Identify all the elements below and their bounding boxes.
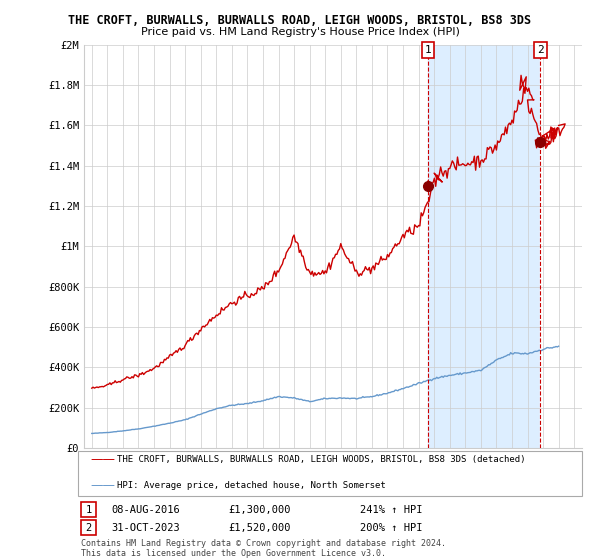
Text: 2: 2 [537, 45, 544, 55]
Text: 241% ↑ HPI: 241% ↑ HPI [360, 505, 422, 515]
Text: 31-OCT-2023: 31-OCT-2023 [111, 522, 180, 533]
Text: £1,520,000: £1,520,000 [228, 522, 290, 533]
Bar [541, 45, 582, 448]
Text: HPI: Average price, detached house, North Somerset: HPI: Average price, detached house, Nort… [117, 481, 386, 490]
Text: THE CROFT, BURWALLS, BURWALLS ROAD, LEIGH WOODS, BRISTOL, BS8 3DS (detached): THE CROFT, BURWALLS, BURWALLS ROAD, LEIG… [117, 455, 526, 464]
Text: THE CROFT, BURWALLS, BURWALLS ROAD, LEIGH WOODS, BRISTOL, BS8 3DS: THE CROFT, BURWALLS, BURWALLS ROAD, LEIG… [68, 14, 532, 27]
Text: 200% ↑ HPI: 200% ↑ HPI [360, 522, 422, 533]
Bar [428, 45, 541, 448]
Text: This data is licensed under the Open Government Licence v3.0.: This data is licensed under the Open Gov… [81, 549, 386, 558]
Text: Contains HM Land Registry data © Crown copyright and database right 2024.: Contains HM Land Registry data © Crown c… [81, 539, 446, 548]
Text: ——: —— [90, 452, 115, 466]
Text: Price paid vs. HM Land Registry's House Price Index (HPI): Price paid vs. HM Land Registry's House … [140, 27, 460, 37]
Text: ——: —— [90, 479, 115, 492]
Text: 1: 1 [425, 45, 431, 55]
Text: 2: 2 [85, 522, 92, 533]
Text: £1,300,000: £1,300,000 [228, 505, 290, 515]
Text: 1: 1 [85, 505, 92, 515]
Text: 08-AUG-2016: 08-AUG-2016 [111, 505, 180, 515]
